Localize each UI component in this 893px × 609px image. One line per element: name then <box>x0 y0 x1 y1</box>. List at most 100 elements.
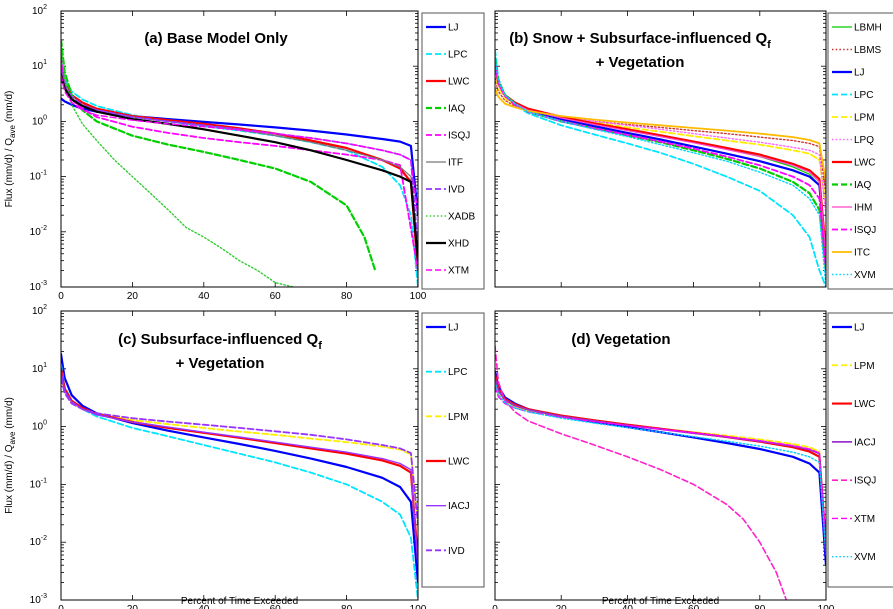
y-tick-label: 10-2 <box>30 535 47 548</box>
y-tick-label: 10-3 <box>30 593 47 606</box>
panel-b: (b) Snow + Subsurface-influenced Qf + Veg… <box>494 10 893 290</box>
legend: LBMH LBMS LJ LPC LPM LPQ LWC IAQ IHM ISQJ ITC XVM <box>827 12 893 290</box>
series-line-lpm <box>495 70 826 207</box>
x-tick-label: 40 <box>198 291 210 302</box>
x-tick-label: 20 <box>127 604 139 609</box>
series-group <box>495 344 826 600</box>
legend-box <box>827 12 893 290</box>
legend-label-lj: LJ <box>854 323 865 334</box>
y-tick-label: 102 <box>32 4 47 17</box>
x-tick-label: 0 <box>58 604 64 609</box>
legend-label-lpm: LPM <box>854 361 875 372</box>
x-tick-label: 60 <box>688 604 700 609</box>
panel-title: (a) Base Model Only <box>144 30 288 47</box>
legend-label-lbms: LBMS <box>854 45 882 56</box>
x-tick-label: 20 <box>127 291 139 302</box>
x-tick-label: 100 <box>410 291 427 302</box>
series-line-lpq <box>495 67 826 216</box>
series-line-xvm <box>495 55 826 287</box>
x-axis-label: Percent of Time Exceeded <box>602 596 719 607</box>
legend-label-ivd: IVD <box>448 185 465 196</box>
legend-label-xhd: XHD <box>448 239 469 250</box>
y-tick-label: 10-1 <box>30 477 47 490</box>
legend: LJ LPM LWC IACJ ISQJ XTM XVM <box>827 312 893 588</box>
legend-label-lwc: LWC <box>448 77 469 88</box>
legend-label-lpm: LPM <box>448 412 469 423</box>
y-tick-label: 102 <box>32 304 47 317</box>
legend-label-iaq: IAQ <box>854 180 871 191</box>
x-tick-label: 60 <box>270 604 282 609</box>
legend-label-lpq: LPQ <box>854 135 874 146</box>
y-tick-exponent: 2 <box>43 4 47 11</box>
y-tick-label: 10-1 <box>30 170 47 183</box>
y-tick-label: 100 <box>32 114 47 127</box>
x-tick-label: 60 <box>270 291 282 302</box>
series-line-iacj <box>61 370 418 566</box>
x-axis-label: Percent of Time Exceeded <box>181 596 298 607</box>
x-tick-label: 80 <box>754 604 766 609</box>
series-group <box>61 352 418 600</box>
legend-label-xtm: XTM <box>448 266 469 277</box>
panel-d: 0 20 40 60 80 100 (d) Vegetation Percent of Tim… <box>492 310 893 609</box>
series-line-lbms <box>495 77 826 194</box>
y-tick-exponent: -3 <box>41 593 47 600</box>
y-tick-label: 100 <box>32 420 47 433</box>
y-axis-label-rest: (mm/d) <box>4 91 15 125</box>
x-tick-label: 100 <box>410 604 427 609</box>
legend-label-xtm: XTM <box>854 514 875 525</box>
y-tick-exponent: 0 <box>43 420 47 427</box>
series-line-lwc <box>61 65 418 272</box>
series-line-xtm <box>495 385 826 539</box>
series-line-isqj <box>495 344 788 600</box>
y-tick-label: 101 <box>32 59 47 72</box>
x-tick-label: 20 <box>556 604 568 609</box>
y-tick-exponent: -2 <box>41 535 47 542</box>
panel-a: 10-3 10-2 10-1 100 101 102 0 20 40 60 80 100 (a) Bas… <box>4 4 485 302</box>
legend-label-isqj: ISQJ <box>854 225 876 236</box>
series-group <box>495 48 826 287</box>
legend-label-lpm: LPM <box>854 113 875 124</box>
legend-box <box>421 312 485 588</box>
y-axis-label: Flux (mm/d) / Qave (mm/d) <box>4 91 17 208</box>
series-line-xtm <box>61 74 418 216</box>
x-tick-label: 40 <box>622 604 634 609</box>
legend-label-itc: ITC <box>854 248 870 259</box>
y-axis-label-rest: (mm/d) <box>4 397 15 431</box>
y-tick-label: 10-2 <box>30 225 47 238</box>
series-line-xvm <box>495 380 826 556</box>
legend: LJ LPC LWC IAQ ISQJ ITF IVD XADB XHD XTM <box>421 12 485 290</box>
y-axis-label: Flux (mm/d) / Qave (mm/d) <box>4 397 17 514</box>
panel-title-line2: + Vegetation <box>596 54 685 71</box>
x-tick-label: 40 <box>198 604 210 609</box>
series-line-xhd <box>61 73 418 262</box>
x-tick-label: 0 <box>492 604 498 609</box>
y-tick-exponent: 2 <box>43 304 47 311</box>
y-axis-label-subscript: ave <box>8 431 17 444</box>
legend-box <box>827 312 893 588</box>
y-tick-exponent: -3 <box>41 280 47 287</box>
legend-label-lpc: LPC <box>448 367 467 378</box>
panel-title: (c) Subsurface-influenced Qf <box>118 331 322 352</box>
y-tick-label: 101 <box>32 362 47 375</box>
axes-frame-top <box>60 310 419 601</box>
legend-label-xvm: XVM <box>854 552 876 563</box>
legend-label-ihm: IHM <box>854 203 872 214</box>
axes-frame-top <box>494 310 827 601</box>
legend-label-xadb: XADB <box>448 212 476 223</box>
legend-label-xvm: XVM <box>854 270 876 281</box>
series-group <box>61 38 418 287</box>
panel-title: (d) Vegetation <box>571 331 670 348</box>
y-tick-exponent: 1 <box>43 59 47 66</box>
x-tick-label: 80 <box>341 291 353 302</box>
legend: LJ LPC LPM LWC IACJ IVD <box>421 312 485 588</box>
axes-frame-top <box>60 10 419 288</box>
panel-title-subscript: f <box>767 39 771 51</box>
legend-label-iacj: IACJ <box>448 501 470 512</box>
y-tick-exponent: 0 <box>43 114 47 121</box>
x-tick-label: 80 <box>341 604 353 609</box>
legend-label-lj: LJ <box>448 323 459 334</box>
series-line-ivd <box>61 376 418 526</box>
y-tick-label: 10-3 <box>30 280 47 293</box>
